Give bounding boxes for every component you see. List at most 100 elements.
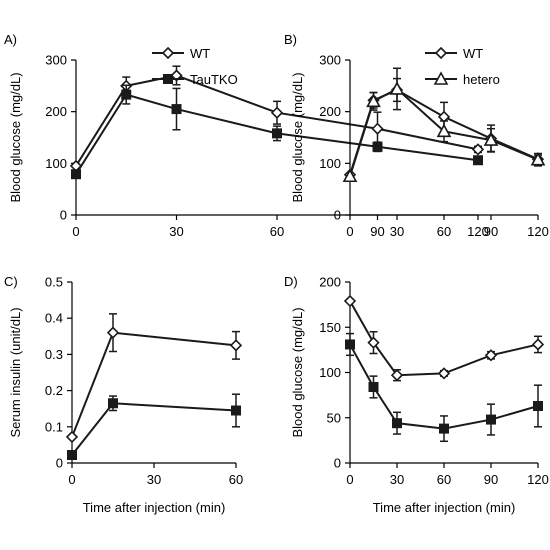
data-point	[367, 336, 380, 349]
panel-label: D)	[284, 274, 298, 289]
data-point	[436, 123, 452, 138]
x-tick-label: 0	[68, 472, 75, 487]
y-tick-label: 0.4	[45, 311, 63, 326]
y-tick-label: 200	[319, 275, 341, 290]
x-tick-label: 120	[527, 472, 549, 487]
x-tick-label: 90	[484, 472, 498, 487]
data-point	[108, 398, 118, 409]
y-tick-label: 100	[45, 156, 67, 171]
data-point	[533, 400, 543, 411]
series-2	[71, 84, 483, 180]
series-1	[65, 313, 243, 444]
data-point	[437, 367, 451, 380]
x-tick-label: 60	[437, 472, 451, 487]
data-point	[392, 418, 402, 429]
x-tick-label: 60	[270, 224, 284, 239]
legend-entry: WT	[152, 46, 210, 61]
y-axis-label: Blood glucose (mg/dL)	[290, 307, 305, 437]
legend-label: WT	[463, 46, 483, 61]
y-tick-label: 100	[319, 365, 341, 380]
y-axis-label: Blood glucose (mg/dL)	[290, 72, 305, 202]
x-axis-label: Time after injection (min)	[373, 500, 516, 515]
legend-label: WT	[190, 46, 210, 61]
series-line	[349, 343, 539, 430]
y-tick-label: 0	[60, 208, 67, 223]
legend-marker	[434, 46, 448, 60]
x-tick-label: 90	[370, 224, 384, 239]
data-point	[106, 326, 120, 339]
data-point	[272, 128, 282, 139]
data-point	[530, 152, 546, 166]
panel-label: C)	[4, 274, 18, 289]
x-tick-label: 30	[390, 472, 404, 487]
y-tick-label: 0.5	[45, 275, 63, 290]
y-tick-label: 0	[56, 456, 63, 471]
y-axis-label: Serum insulin (unit/dL)	[8, 307, 23, 437]
data-point	[366, 93, 381, 108]
x-tick-label: 30	[390, 224, 404, 239]
y-tick-label: 200	[319, 104, 341, 119]
series-1	[343, 294, 545, 382]
legend-entry: TauTKO	[152, 72, 238, 87]
legend-entry: hetero	[425, 71, 500, 87]
x-axis-label: Time after injection (min)	[83, 500, 226, 515]
y-tick-label: 300	[319, 53, 341, 68]
legend-entry: WT	[425, 46, 483, 61]
x-tick-label: 0	[346, 224, 353, 239]
panel-label: B)	[284, 32, 297, 47]
data-point	[343, 294, 357, 308]
legend-label: hetero	[463, 72, 500, 87]
data-point	[345, 339, 355, 350]
data-point	[471, 143, 485, 156]
legend-label: TauTKO	[190, 72, 238, 87]
data-point	[483, 132, 499, 146]
y-tick-label: 100	[319, 156, 341, 171]
series-1	[69, 65, 485, 173]
data-point	[121, 89, 132, 100]
data-point	[71, 169, 81, 180]
x-tick-label: 120	[467, 224, 489, 239]
data-point	[473, 155, 483, 166]
data-point	[486, 414, 496, 425]
y-tick-label: 0	[334, 456, 341, 471]
series-2	[345, 332, 543, 443]
data-point	[171, 104, 182, 115]
y-tick-label: 0.1	[45, 419, 63, 434]
x-tick-label: 0	[72, 224, 79, 239]
data-point	[439, 423, 449, 434]
y-tick-label: 150	[319, 320, 341, 335]
data-point	[231, 405, 241, 416]
legend-marker	[163, 74, 173, 84]
y-tick-label: 300	[45, 53, 67, 68]
x-tick-label: 30	[169, 224, 183, 239]
data-point	[371, 122, 384, 135]
series-line	[349, 87, 539, 177]
data-point	[372, 141, 383, 152]
series-line	[75, 74, 479, 167]
x-tick-label: 60	[229, 472, 243, 487]
data-point	[67, 450, 77, 461]
series-line	[349, 300, 539, 377]
data-point	[484, 349, 498, 362]
x-tick-label: 0	[346, 472, 353, 487]
panel-label: A)	[4, 32, 17, 47]
y-tick-label: 200	[45, 104, 67, 119]
data-point	[270, 106, 284, 119]
x-tick-label: 60	[437, 224, 451, 239]
y-tick-label: 0	[334, 208, 341, 223]
chart-panel-2: B) 0 100 200 300 0 30 60 90 120 Blood glucose (mg/…	[284, 32, 549, 239]
legend-marker	[161, 46, 175, 60]
x-tick-label: 30	[147, 472, 161, 487]
data-point	[531, 338, 545, 351]
series-line	[71, 331, 237, 438]
series-2	[342, 67, 546, 183]
chart-panel-3: C) 0 0.1 0.2 0.3 0.4 0.5 0 30 60 Serum insulin (un…	[4, 274, 243, 515]
y-tick-label: 0.3	[45, 347, 63, 362]
data-point	[229, 339, 243, 352]
series-line	[71, 402, 237, 456]
data-point	[342, 168, 358, 183]
series-2	[67, 393, 241, 461]
series-line	[75, 93, 479, 175]
